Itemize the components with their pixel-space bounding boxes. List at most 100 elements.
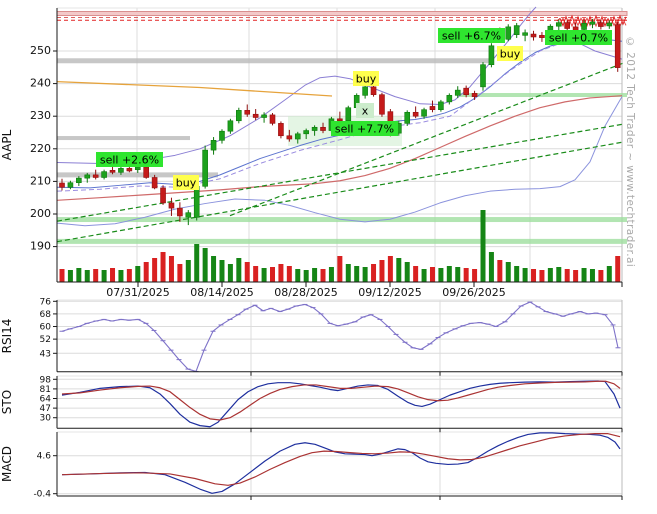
svg-text:190: 190 — [30, 240, 51, 253]
candle-down — [412, 111, 419, 117]
svg-text:200: 200 — [30, 207, 51, 220]
sto-d-line — [61, 380, 621, 421]
candle-up — [345, 107, 352, 122]
volume-bar — [429, 267, 435, 282]
candle-up — [261, 114, 267, 118]
volume-bar — [505, 262, 511, 282]
svg-text:60: 60 — [40, 323, 52, 333]
signal-label-sell: sell +6.7% — [438, 28, 505, 43]
svg-text:x: x — [362, 105, 369, 118]
svg-text:09/12/2025: 09/12/2025 — [358, 286, 421, 299]
candle-down — [614, 24, 621, 68]
candle-up — [185, 212, 192, 218]
candle-down — [177, 207, 183, 217]
signal-label-buy: buy — [497, 46, 523, 61]
sto-k-line — [61, 380, 621, 428]
volume-bar — [573, 270, 579, 282]
volume-bar — [362, 267, 368, 282]
volume-bar — [497, 260, 503, 282]
candle-up — [505, 26, 512, 40]
volume-bar — [531, 269, 537, 282]
volume-bar — [371, 264, 377, 282]
candle-up — [84, 174, 91, 179]
candle-up — [488, 45, 495, 65]
svg-text:210: 210 — [30, 174, 51, 187]
volume-bar — [278, 264, 284, 282]
svg-text:MACD: MACD — [0, 446, 14, 482]
candle-up — [294, 133, 301, 140]
svg-text:47: 47 — [40, 404, 51, 414]
svg-text:STO: STO — [0, 390, 14, 414]
svg-text:30: 30 — [40, 414, 52, 424]
volume-bar — [270, 267, 275, 282]
candle-up — [606, 22, 613, 27]
volume-bar — [303, 270, 309, 282]
candle-up — [454, 89, 461, 96]
volume-bar — [67, 270, 73, 282]
svg-text:sell +7.7%: sell +7.7% — [335, 123, 394, 136]
axes: 250 240 230 220 210 200 190 AAPL 76 68 60 52 43 RSI14… — [0, 8, 623, 500]
candle-up — [522, 32, 528, 36]
candle-down — [471, 93, 478, 97]
svg-text:buy: buy — [356, 73, 377, 86]
volume-bar — [328, 267, 334, 282]
volume-bar — [312, 268, 318, 282]
svg-text:AAPL: AAPL — [0, 129, 14, 160]
candle-down — [143, 166, 149, 178]
candle-up — [421, 109, 427, 117]
gray-band — [57, 58, 493, 64]
svg-text:07/31/2025: 07/31/2025 — [106, 286, 169, 299]
svg-text:08/28/2025: 08/28/2025 — [274, 286, 337, 299]
svg-text:sell +0.7%: sell +0.7% — [549, 32, 608, 45]
candle-down — [59, 182, 65, 188]
signal-label-buy: buy — [173, 175, 199, 190]
indicator-lines — [59, 301, 621, 494]
candle-up — [101, 171, 107, 178]
ma-blue-mid — [56, 38, 623, 189]
candles — [59, 19, 621, 226]
volume-bar — [101, 270, 107, 282]
volume-bar — [59, 269, 65, 282]
signal-label-buy: buy — [353, 71, 379, 86]
volume-bar — [345, 264, 351, 282]
signal-labels: sell +2.6% buy buy x sell +7.7% sell +6.7% buy… — [96, 28, 612, 190]
signal-label-sell: sell +2.6% — [96, 152, 163, 167]
volume-bar — [488, 252, 494, 282]
volume-bar — [227, 264, 233, 282]
signal-label-sell: sell +7.7% — [331, 121, 398, 136]
volume-bar — [320, 269, 326, 282]
candle-down — [109, 170, 116, 173]
svg-text:52: 52 — [40, 335, 51, 345]
volume-bar — [455, 267, 461, 282]
volume-bar — [118, 270, 124, 282]
candle-up — [210, 140, 217, 151]
candle-down — [286, 135, 293, 140]
svg-text:240: 240 — [30, 77, 51, 90]
svg-text:sell +6.7%: sell +6.7% — [442, 30, 501, 43]
volume-bar — [463, 268, 469, 282]
volume-bar — [564, 269, 570, 282]
volume-bar — [84, 270, 90, 282]
orange-line — [56, 80, 333, 97]
volume-bar — [177, 264, 183, 282]
green-band — [57, 238, 627, 244]
volume-bar — [446, 266, 452, 282]
candle-up — [303, 130, 309, 135]
svg-text:sell +2.6%: sell +2.6% — [100, 154, 159, 167]
gray-band — [57, 172, 218, 178]
candle-down — [370, 86, 377, 95]
volume-bar — [253, 266, 259, 282]
volume-bar — [514, 266, 520, 282]
candle-up — [555, 22, 562, 27]
candle-up — [76, 177, 82, 184]
volume-bar — [606, 266, 612, 282]
volume-bar — [135, 266, 141, 282]
candle-up — [193, 185, 200, 218]
volume-bar — [404, 262, 410, 282]
macd-signal-line — [61, 433, 621, 486]
volume-bar — [185, 260, 191, 282]
volume-bar — [396, 258, 402, 282]
volume-bar — [126, 269, 132, 282]
svg-text:68: 68 — [40, 310, 52, 320]
